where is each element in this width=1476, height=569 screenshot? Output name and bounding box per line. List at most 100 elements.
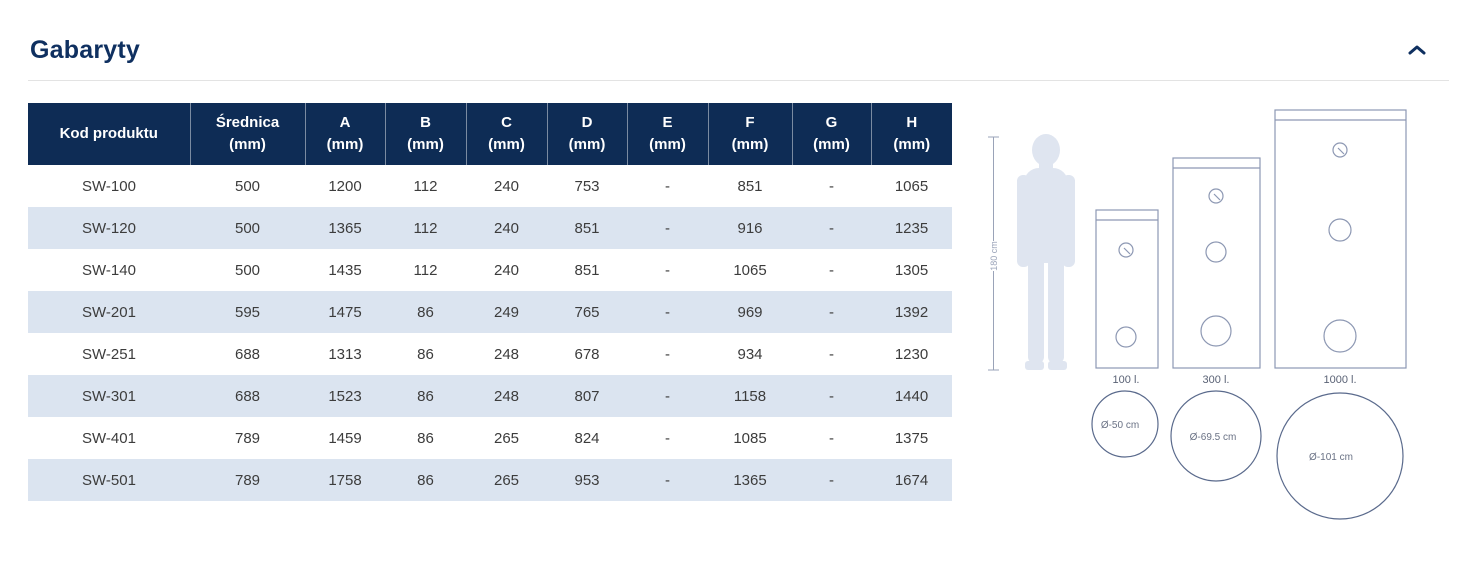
- table-cell: 1305: [871, 249, 952, 291]
- table-cell: 753: [547, 165, 627, 207]
- table-cell: 249: [466, 291, 547, 333]
- table-cell: 824: [547, 417, 627, 459]
- column-header: C (mm): [466, 103, 548, 165]
- table-row: SW-140 500 1435 112 240 851-1065-1305: [28, 249, 952, 291]
- table-row: SW-251 688 1313 86 248 678-934-1230: [28, 333, 952, 375]
- table-cell: 500: [190, 165, 305, 207]
- table-row: SW-201 595 1475 86 249 765-969-1392: [28, 291, 952, 333]
- table-cell: 851: [708, 165, 792, 207]
- height-measure-line: [988, 136, 999, 371]
- table-cell: 688: [190, 375, 305, 417]
- table-cell: 1392: [871, 291, 952, 333]
- table-cell: 1674: [871, 459, 952, 501]
- column-header: F (mm): [708, 103, 793, 165]
- dimensions-table: Kod produktu Średnica (mm) A (mm) B (mm) C (mm) D…: [28, 103, 952, 501]
- table-cell: -: [627, 417, 708, 459]
- table-cell: 678: [547, 333, 627, 375]
- table-cell: 248: [466, 333, 547, 375]
- table-row: SW-501 789 1758 86 265 953-1365-1674: [28, 459, 952, 501]
- table-cell: SW-201: [28, 291, 190, 333]
- size-comparison-diagram: 180 cm 100 l. 300 l: [978, 103, 1470, 535]
- diameter-label-69-5cm: Ø-69.5 cm: [1190, 432, 1237, 443]
- table-cell: 86: [385, 417, 466, 459]
- table-cell: SW-401: [28, 417, 190, 459]
- diameter-label-101cm: Ø-101 cm: [1309, 452, 1353, 463]
- table-cell: 688: [190, 333, 305, 375]
- table-header: Kod produktu Średnica (mm) A (mm) B (mm) C (mm) D…: [28, 103, 952, 165]
- table-cell: 86: [385, 375, 466, 417]
- table-cell: 86: [385, 291, 466, 333]
- table-row: SW-301 688 1523 86 248 807-1158-1440: [28, 375, 952, 417]
- table-cell: -: [792, 333, 871, 375]
- table-cell: 265: [466, 417, 547, 459]
- table-cell: -: [792, 165, 871, 207]
- table-cell: 851: [547, 207, 627, 249]
- table-cell: 86: [385, 333, 466, 375]
- diameter-label-50cm: Ø-50 cm: [1101, 420, 1139, 431]
- capacity-label-100l: 100 l.: [1113, 374, 1140, 386]
- table-cell: 1758: [305, 459, 385, 501]
- table-cell: -: [792, 417, 871, 459]
- table-cell: 934: [708, 333, 792, 375]
- capacity-label-300l: 300 l.: [1203, 374, 1230, 386]
- table-cell: 1158: [708, 375, 792, 417]
- table-cell: 240: [466, 249, 547, 291]
- column-header: G (mm): [792, 103, 872, 165]
- table-cell: 1459: [305, 417, 385, 459]
- table-cell: 1313: [305, 333, 385, 375]
- capacity-label-1000l: 1000 l.: [1323, 374, 1356, 386]
- table-cell: 789: [190, 417, 305, 459]
- table-cell: 851: [547, 249, 627, 291]
- table-cell: -: [792, 375, 871, 417]
- diameter-circle-101cm: [1276, 392, 1404, 520]
- table-cell: 953: [547, 459, 627, 501]
- diameter-circle-69-5cm: [1170, 390, 1262, 482]
- table-cell: -: [792, 207, 871, 249]
- table-cell: 240: [466, 207, 547, 249]
- table-cell: 1365: [708, 459, 792, 501]
- table-cell: SW-120: [28, 207, 190, 249]
- column-header: H (mm): [871, 103, 952, 165]
- table-cell: -: [627, 459, 708, 501]
- table-cell: -: [792, 459, 871, 501]
- column-header: B (mm): [385, 103, 467, 165]
- table-row: SW-401 789 1459 86 265 824-1085-1375: [28, 417, 952, 459]
- table-row: SW-100 500 1200 112 240 753-851-1065: [28, 165, 952, 207]
- table-cell: 1085: [708, 417, 792, 459]
- table-cell: SW-501: [28, 459, 190, 501]
- table-cell: 248: [466, 375, 547, 417]
- collapse-section-button[interactable]: [1405, 38, 1429, 62]
- table-cell: 112: [385, 165, 466, 207]
- person-silhouette-icon: [1017, 134, 1075, 370]
- table-cell: 86: [385, 459, 466, 501]
- table-cell: 916: [708, 207, 792, 249]
- table-cell: -: [627, 375, 708, 417]
- column-header: Średnica (mm): [190, 103, 306, 165]
- table-cell: 112: [385, 249, 466, 291]
- table-cell: 1200: [305, 165, 385, 207]
- table-cell: -: [627, 291, 708, 333]
- table-cell: 265: [466, 459, 547, 501]
- column-header: A (mm): [305, 103, 386, 165]
- table-cell: 969: [708, 291, 792, 333]
- table-cell: 500: [190, 207, 305, 249]
- table-cell: 765: [547, 291, 627, 333]
- table-cell: 1065: [708, 249, 792, 291]
- table-cell: 500: [190, 249, 305, 291]
- table-row: SW-120 500 1365 112 240 851-916-1235: [28, 207, 952, 249]
- table-cell: -: [627, 249, 708, 291]
- table-cell: 1375: [871, 417, 952, 459]
- table-cell: 1235: [871, 207, 952, 249]
- table-cell: 1365: [305, 207, 385, 249]
- table-cell: 1475: [305, 291, 385, 333]
- height-label: 180 cm: [989, 241, 999, 271]
- table-cell: 807: [547, 375, 627, 417]
- table-cell: SW-140: [28, 249, 190, 291]
- table-cell: -: [627, 333, 708, 375]
- tank-1000l: [1274, 109, 1407, 369]
- column-header: E (mm): [627, 103, 709, 165]
- tank-100l: [1095, 209, 1159, 369]
- table-cell: SW-251: [28, 333, 190, 375]
- table-cell: 789: [190, 459, 305, 501]
- table-cell: 595: [190, 291, 305, 333]
